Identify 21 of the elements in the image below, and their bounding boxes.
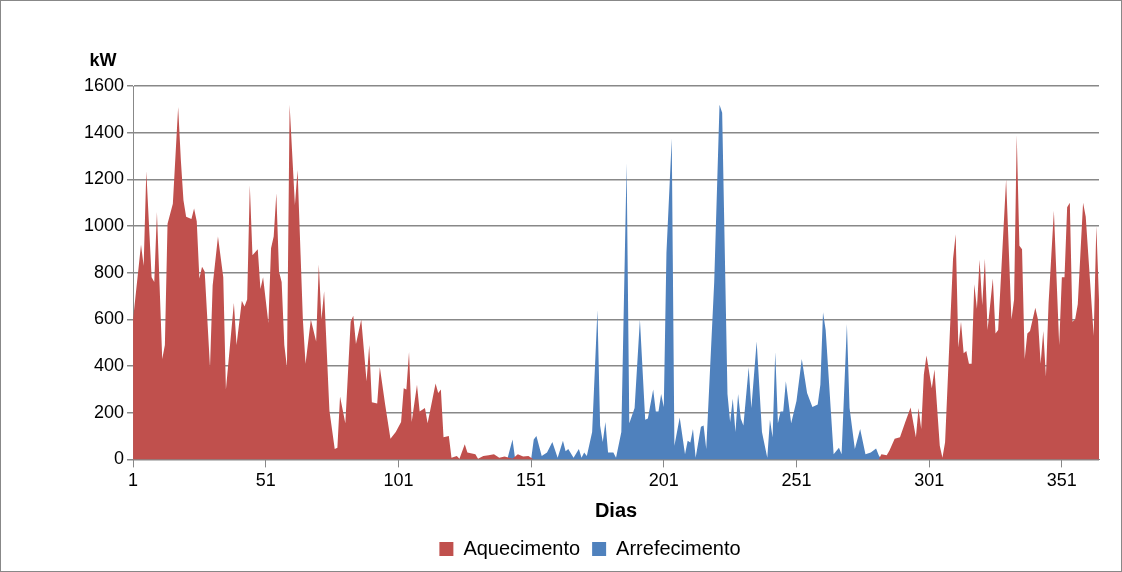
x-tick-label: 351 [1046, 470, 1077, 491]
y-axis-title: kW [89, 49, 117, 70]
y-tick-label: 400 [94, 355, 125, 376]
y-tick-label: 1000 [84, 214, 125, 235]
y-tick-label: 1600 [84, 74, 125, 95]
x-tick-label: 151 [516, 470, 547, 491]
x-tick-label: 1 [128, 470, 139, 491]
x-tick-label: 301 [914, 470, 945, 491]
y-tick-label: 600 [94, 308, 125, 329]
legend-label: Aquecimento [463, 536, 581, 559]
x-tick-label: 51 [255, 470, 276, 491]
y-tick-label: 200 [94, 401, 125, 422]
x-axis-title: Dias [594, 498, 638, 521]
y-tick-label: 1200 [84, 168, 125, 189]
y-tick-label: 0 [114, 448, 125, 469]
y-tick-label: 1400 [84, 121, 125, 142]
x-tick-label: 101 [383, 470, 414, 491]
y-tick-label: 800 [94, 261, 125, 282]
x-tick-label: 201 [648, 470, 679, 491]
x-tick-label: 251 [781, 470, 812, 491]
legend-label: Arrefecimento [616, 536, 741, 559]
